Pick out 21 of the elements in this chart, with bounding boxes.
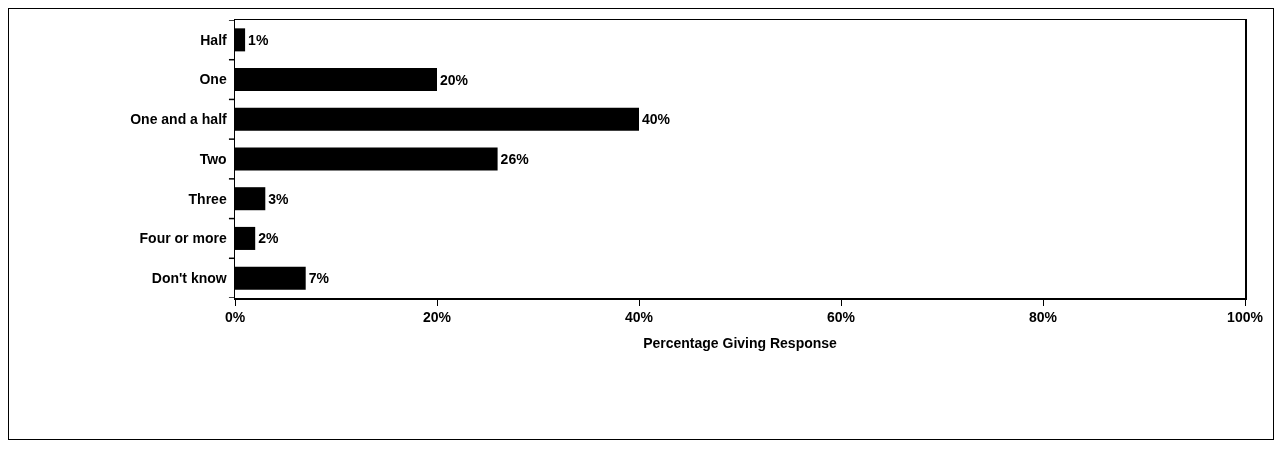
data-label: 7% — [308, 270, 330, 287]
y-tick-label: One and a half — [130, 111, 228, 128]
y-tick-label: Don't know — [151, 270, 227, 287]
x-tick-label: 0% — [224, 309, 246, 326]
x-tick-label: 20% — [422, 309, 452, 326]
x-tick-label: 80% — [1028, 309, 1058, 326]
y-tick-label: Half — [200, 31, 228, 48]
data-label: 1% — [248, 31, 269, 48]
x-tick-label: 100% — [1227, 309, 1264, 326]
data-label: 2% — [258, 230, 279, 247]
x-tick-label: 40% — [624, 309, 654, 326]
x-tick-label: 60% — [826, 309, 856, 326]
data-label: 40% — [642, 111, 671, 128]
y-tick-label: One — [199, 71, 227, 88]
data-label: 3% — [268, 190, 290, 207]
y-tick-label: Four or more — [139, 230, 227, 247]
y-tick-label: Three — [188, 190, 227, 207]
y-tick-label: Two — [199, 150, 227, 167]
data-label: 20% — [440, 71, 469, 88]
data-label: 26% — [500, 151, 530, 167]
x-axis-title: Percentage Giving Response — [643, 335, 838, 352]
